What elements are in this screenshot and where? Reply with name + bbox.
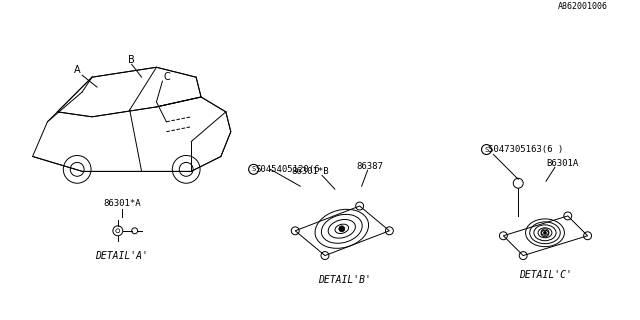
Text: C: C bbox=[163, 72, 170, 82]
Text: 86301*B: 86301*B bbox=[291, 167, 329, 176]
Text: 86387: 86387 bbox=[356, 162, 383, 171]
Circle shape bbox=[339, 226, 345, 232]
Text: DETAIL'B': DETAIL'B' bbox=[318, 275, 371, 285]
Text: A: A bbox=[74, 65, 81, 75]
Text: S045405120(6: S045405120(6 bbox=[255, 165, 320, 174]
Circle shape bbox=[543, 231, 547, 234]
Text: 86301*A: 86301*A bbox=[103, 198, 141, 208]
Text: B6301A: B6301A bbox=[547, 159, 579, 168]
Text: S047305163(6 ): S047305163(6 ) bbox=[488, 145, 564, 154]
Text: S: S bbox=[252, 166, 256, 172]
Text: B: B bbox=[128, 55, 135, 65]
Text: A862001006: A862001006 bbox=[557, 2, 607, 11]
Text: S: S bbox=[484, 147, 488, 153]
Text: DETAIL'C': DETAIL'C' bbox=[518, 270, 572, 280]
Text: DETAIL'A': DETAIL'A' bbox=[95, 251, 148, 260]
